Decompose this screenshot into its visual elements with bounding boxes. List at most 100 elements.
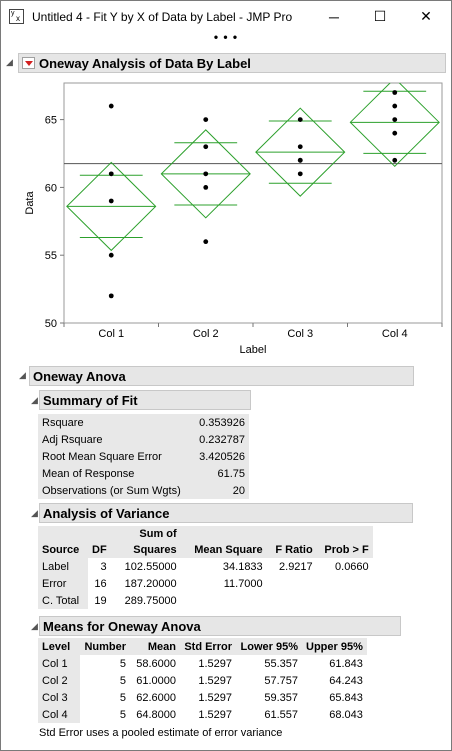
anova-header-top <box>266 526 317 541</box>
fit-row: Rsquare 0.353926 <box>38 414 249 431</box>
data-point <box>392 130 398 136</box>
toolbar-grip[interactable]: • • • <box>213 30 239 44</box>
data-point <box>108 103 114 109</box>
anova-table: Sum of Source DF Squares Mean Square F Ratio P… <box>38 526 373 609</box>
data-point <box>203 185 209 190</box>
anova-row: Error 16 187.20000 11.7000 <box>38 575 373 592</box>
means-cell: 1.5297 <box>198 674 232 687</box>
means-cell: 58.6000 <box>136 657 176 670</box>
y-tick-label: 60 <box>45 182 57 194</box>
oneway-analysis-title: Oneway Analysis of Data By Label <box>39 55 251 71</box>
anova-cell: Label <box>38 558 88 575</box>
collapse-triangle-icon[interactable]: ◢ <box>19 370 26 380</box>
means-column-header: Level <box>38 638 80 655</box>
means-column-header: Lower 95% <box>236 638 302 655</box>
means-cell: 5 <box>119 674 126 687</box>
oneway-anova-header[interactable]: Oneway Anova <box>29 366 414 386</box>
analysis-of-variance-header[interactable]: Analysis of Variance <box>39 503 413 523</box>
x-tick-label: Col 1 <box>98 328 124 340</box>
means-header[interactable]: Means for Oneway Anova <box>39 616 401 636</box>
analysis-of-variance-title: Analysis of Variance <box>43 505 170 521</box>
anova-row: Label 3 102.55000 34.1833 2.9217 0.0660 <box>38 558 373 575</box>
means-cell: 5 <box>119 657 126 670</box>
data-point <box>392 103 398 109</box>
anova-cell: Error <box>38 575 88 592</box>
icon-y-glyph: y <box>11 10 15 17</box>
collapse-triangle-icon[interactable]: ◢ <box>6 57 13 67</box>
data-point <box>297 157 303 163</box>
collapse-triangle-icon[interactable]: ◢ <box>31 508 38 518</box>
summary-of-fit-header[interactable]: Summary of Fit <box>39 390 251 410</box>
means-cell: 64.8000 <box>136 708 176 721</box>
fit-row: Mean of Response 61.75 <box>38 465 249 482</box>
y-tick-label: 65 <box>45 115 57 127</box>
data-point <box>297 171 303 177</box>
anova-cell: 0.0660 <box>335 560 369 573</box>
close-button[interactable]: ✕ <box>420 8 432 24</box>
anova-header-top <box>38 526 88 541</box>
data-point <box>392 117 398 123</box>
anova-cell: 11.7000 <box>223 577 263 590</box>
means-cell: Col 2 <box>38 672 80 689</box>
anova-cell <box>317 575 373 592</box>
fit-value: 3.420526 <box>191 448 249 465</box>
means-cell: 5 <box>119 708 126 721</box>
fit-row: Adj Rsquare 0.232787 <box>38 431 249 448</box>
means-column-header: Mean <box>130 638 180 655</box>
anova-column-header: Mean Square <box>180 541 267 558</box>
y-tick-label: 50 <box>45 318 57 330</box>
anova-column-header: Prob > F <box>316 541 373 558</box>
minimize-button[interactable]: ─ <box>329 8 339 25</box>
anova-cell: 34.1833 <box>222 560 263 573</box>
collapse-triangle-icon[interactable]: ◢ <box>31 621 38 631</box>
means-cell: 55.357 <box>264 657 298 670</box>
means-cell: 5 <box>119 691 126 704</box>
anova-header-top: Sum of <box>110 526 181 541</box>
window-title: Untitled 4 - Fit Y by X of Data by Label… <box>32 10 293 24</box>
means-cell: 62.6000 <box>136 691 176 704</box>
means-title: Means for Oneway Anova <box>43 618 201 634</box>
collapse-triangle-icon[interactable]: ◢ <box>31 395 38 405</box>
data-point <box>297 144 303 150</box>
anova-cell: 19 <box>94 594 107 607</box>
fit-value: 20 <box>191 482 249 499</box>
anova-column-header: Squares <box>110 541 181 558</box>
anova-header-top <box>180 526 267 541</box>
means-cell: 64.243 <box>329 674 363 687</box>
y-axis-label: Data <box>24 191 36 215</box>
anova-row: C. Total 19 289.75000 <box>38 592 373 609</box>
title-bar[interactable]: y x Untitled 4 - Fit Y by X of Data by L… <box>1 1 451 32</box>
means-column-header: Number <box>80 638 130 655</box>
data-point <box>108 293 114 299</box>
means-cell: 59.357 <box>264 691 298 704</box>
means-cell: 61.0000 <box>136 674 176 687</box>
red-triangle-menu-icon[interactable] <box>22 57 35 69</box>
means-column-header: Upper 95% <box>302 638 367 655</box>
means-row: Col 3 5 62.6000 1.5297 59.357 65.843 <box>38 689 367 706</box>
anova-header-row: Source DF Squares Mean Square F Ratio Prob > … <box>38 541 373 558</box>
summary-of-fit-table: Rsquare 0.353926 Adj Rsquare 0.232787 Root M… <box>38 414 249 499</box>
oneway-analysis-header[interactable]: Oneway Analysis of Data By Label <box>18 53 446 73</box>
means-cell: Col 4 <box>38 706 80 723</box>
anova-cell: 102.55000 <box>124 560 177 573</box>
means-row: Col 2 5 61.0000 1.5297 57.757 64.243 <box>38 672 367 689</box>
means-cell: Col 1 <box>38 655 80 672</box>
data-point <box>392 157 398 163</box>
fit-value: 0.353926 <box>191 414 249 431</box>
data-point <box>203 117 209 123</box>
std-error-note: Std Error uses a pooled estimate of erro… <box>39 727 283 739</box>
summary-of-fit-title: Summary of Fit <box>43 392 138 408</box>
fit-value: 0.232787 <box>191 431 249 448</box>
means-cell: Col 3 <box>38 689 80 706</box>
anova-header-row: Sum of <box>38 526 373 541</box>
oneway-plot[interactable]: 50 55 60 65 Col 1 Col 2 Col 3 Col 4 Label Data <box>1 73 452 363</box>
data-point <box>203 171 209 177</box>
maximize-button[interactable]: ☐ <box>373 8 387 24</box>
anova-header-top <box>88 526 111 541</box>
fit-row: Observations (or Sum Wgts) 20 <box>38 482 249 499</box>
fit-label: Observations (or Sum Wgts) <box>38 482 191 499</box>
anova-column-header: Source <box>38 541 88 558</box>
data-point <box>108 171 114 177</box>
anova-column-header: F Ratio <box>266 541 317 558</box>
